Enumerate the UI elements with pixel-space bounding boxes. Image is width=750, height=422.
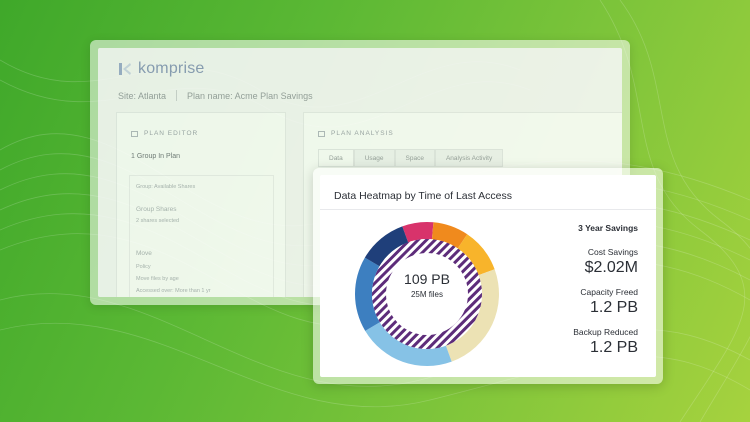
donut-segment-6 [355, 257, 380, 331]
policy-rule: Move files by age [136, 276, 179, 282]
panel-icon [318, 130, 325, 137]
tab-space[interactable]: Space [394, 149, 435, 167]
capacity-freed-label: Capacity Freed [580, 287, 638, 297]
policy-label: Policy [136, 264, 151, 270]
heatmap-card-frame: Data Heatmap by Time of Last Access 109 … [313, 168, 663, 384]
group-editor-box: Group: Available Shares Group Shares 2 s… [129, 175, 274, 297]
komprise-logo-icon [119, 63, 131, 75]
donut-segment-7 [364, 226, 409, 267]
cost-savings-value: $2.02M [584, 259, 638, 276]
plan-analysis-title: PLAN ANALYSIS [331, 130, 394, 137]
panel-icon [131, 130, 138, 137]
plan-analysis-heading: PLAN ANALYSIS [318, 130, 394, 137]
heatmap-card: Data Heatmap by Time of Last Access 109 … [320, 175, 656, 377]
donut-segment-5 [365, 322, 452, 366]
total-files: 25M files [410, 290, 443, 299]
cost-savings-label: Cost Savings [587, 247, 638, 257]
capacity-freed-value: 1.2 PB [589, 299, 638, 316]
group-count: 1 Group In Plan [131, 153, 181, 160]
tab-analysis-activity[interactable]: Analysis Activity [434, 149, 504, 167]
site-label: Site: Atlanta [118, 90, 167, 101]
tab-usage[interactable]: Usage [353, 149, 395, 167]
tab-data[interactable]: Data [318, 149, 354, 167]
group-shares-label: Group Shares [136, 206, 177, 213]
plan-editor-panel: PLAN EDITOR 1 Group In Plan Group: Avail… [116, 112, 286, 297]
backup-reduced-value: 1.2 PB [589, 339, 638, 356]
donut-center [386, 253, 468, 335]
total-capacity: 109 PB [404, 271, 450, 287]
move-label: Move [136, 250, 152, 257]
heatmap-donut-chart [355, 222, 499, 366]
plan-editor-title: PLAN EDITOR [144, 130, 199, 137]
access-rule: Accessed over: More than 1 yr [136, 288, 211, 294]
savings-heading: 3 Year Savings [578, 223, 638, 233]
divider [320, 209, 656, 210]
donut-segment-3 [457, 234, 495, 276]
plan-name-label: Plan name: Acme Plan Savings [187, 90, 313, 101]
backup-reduced-label: Backup Reduced [573, 327, 638, 337]
divider [176, 90, 178, 101]
shares-selected-text: 2 shares selected [136, 218, 180, 224]
donut-segment-4 [445, 269, 499, 362]
card-title: Data Heatmap by Time of Last Access [334, 190, 512, 202]
logo-text: komprise [138, 60, 205, 77]
analysis-tabs: Data Usage Space Analysis Activity [318, 149, 504, 167]
plan-context: Site: Atlanta Plan name: Acme Plan Savin… [118, 90, 313, 101]
plan-editor-heading: PLAN EDITOR [131, 130, 198, 137]
donut-segment-2 [431, 222, 468, 249]
komprise-logo: komprise [118, 60, 205, 78]
donut-segment-1 [402, 222, 434, 243]
group-select[interactable]: Group: Available Shares [136, 184, 196, 190]
